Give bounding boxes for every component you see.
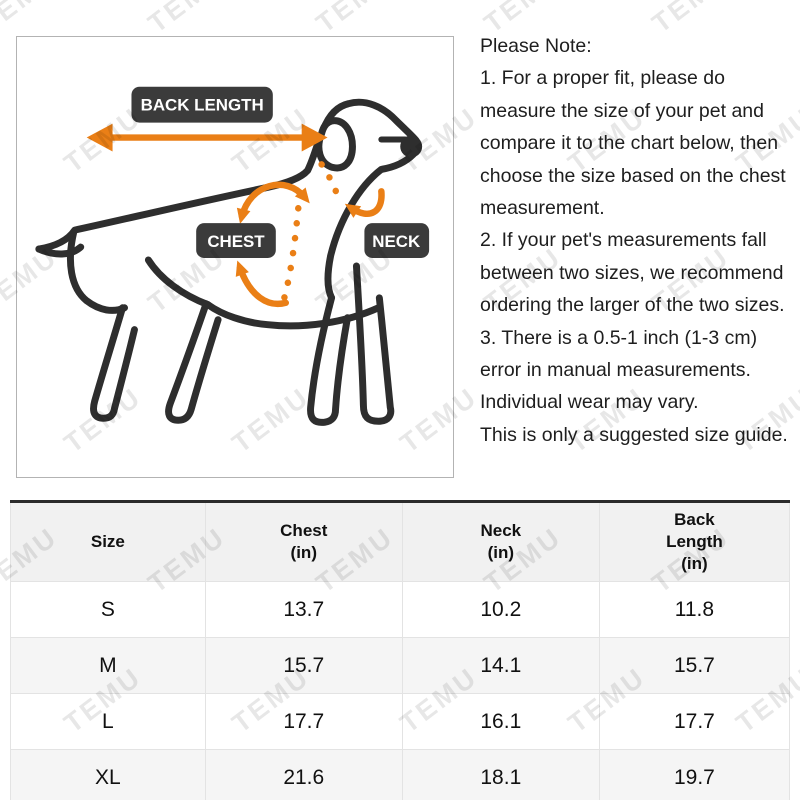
dog-nose: [400, 135, 423, 158]
back-length-arrowhead-right: [301, 123, 328, 152]
chest-label-bg: [196, 223, 276, 258]
value-cell: 11.8: [598, 581, 791, 638]
chest-label: CHEST: [207, 232, 265, 251]
size-table-body: S 13.7 10.2 11.8 M 15.7 14.1 15.7 L 17.7 16.1 17.7 X…: [10, 581, 791, 800]
temu-watermark: TEMU: [142, 0, 232, 39]
size-cell: L: [10, 693, 206, 750]
header-size: Size: [10, 501, 206, 582]
size-cell: XL: [10, 749, 206, 800]
value-cell: 13.7: [204, 581, 403, 638]
table-row: S 13.7 10.2 11.8: [10, 581, 791, 638]
dog-measurement-diagram: BACK LENGTH CHEST NECK: [16, 36, 454, 478]
size-table-header: Size Chest (in) Neck (in) Back Length (i…: [10, 501, 791, 582]
diagram-labels: BACK LENGTH CHEST NECK: [131, 86, 430, 258]
note-text: 1. For a proper fit, please do measure t…: [480, 67, 788, 446]
table-row: XL 21.6 18.1 19.7: [10, 749, 791, 800]
neck-arrow: [344, 188, 385, 218]
value-cell: 15.7: [598, 637, 791, 694]
value-cell: 14.1: [401, 637, 600, 694]
value-cell: 18.1: [401, 749, 600, 800]
size-table: Size Chest (in) Neck (in) Back Length (i…: [10, 500, 791, 800]
measurement-arrows: [86, 123, 385, 308]
note-block: Please Note: 1. For a proper fit, please…: [480, 30, 800, 451]
header-chest: Chest (in): [204, 501, 403, 582]
back-length-arrowhead-left: [86, 123, 113, 152]
dog-diagram-svg: BACK LENGTH CHEST NECK: [35, 86, 430, 426]
dog-outline: [35, 98, 420, 426]
header-neck: Neck (in): [401, 501, 600, 582]
value-cell: 17.7: [598, 693, 791, 750]
value-cell: 17.7: [204, 693, 403, 750]
back-length-label-bg: [131, 86, 273, 123]
size-cell: S: [10, 581, 206, 638]
temu-watermark: TEMU: [310, 0, 400, 39]
table-row: L 17.7 16.1 17.7: [10, 693, 791, 750]
back-length-label: BACK LENGTH: [141, 96, 264, 115]
note-title: Please Note:: [480, 35, 592, 57]
value-cell: 16.1: [401, 693, 600, 750]
value-cell: 21.6: [204, 749, 403, 800]
size-cell: M: [10, 637, 206, 694]
temu-watermark: TEMU: [0, 0, 64, 39]
value-cell: 10.2: [401, 581, 600, 638]
header-row: Size Chest (in) Neck (in) Back Length (i…: [10, 501, 791, 582]
neck-label: NECK: [372, 232, 421, 251]
value-cell: 15.7: [204, 637, 403, 694]
neck-label-bg: [364, 223, 430, 258]
chest-arrow-bottom: [235, 260, 290, 308]
chest-dashed-line: [280, 190, 303, 304]
table-row: M 15.7 14.1 15.7: [10, 637, 791, 694]
header-back-length: Back Length (in): [598, 501, 791, 582]
value-cell: 19.7: [598, 749, 791, 800]
